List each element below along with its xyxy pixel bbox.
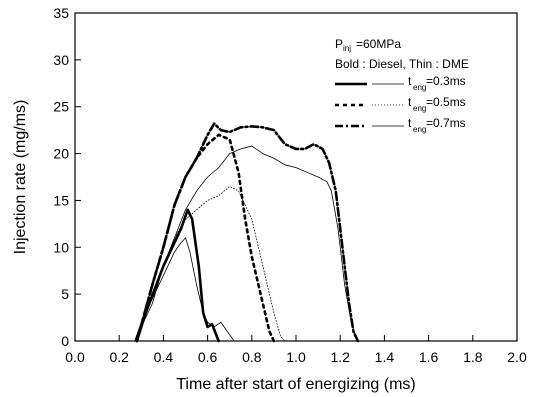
pressure-main-text: P: [335, 37, 343, 51]
y-tick-label: 0: [61, 333, 69, 349]
series-lines: [134, 122, 360, 343]
legend-prefix-0-3: t: [408, 74, 412, 88]
legend-value-0-3: =0.3ms: [426, 74, 466, 88]
x-tick-label: 2.0: [507, 349, 527, 365]
pressure-annotation: P inj =60MPa: [335, 37, 401, 53]
y-tick-label: 30: [53, 52, 69, 68]
y-axis-label: Injection rate (mg/ms): [12, 100, 29, 255]
legend-sub-0-7: eng: [413, 125, 426, 134]
x-tick-label: 1.6: [419, 349, 439, 365]
x-tick-label: 0.4: [154, 349, 174, 365]
x-tick-label: 1.0: [286, 349, 306, 365]
series-line-thin-solid: [134, 237, 235, 342]
legend: t eng =0.3ms t eng =0.5ms t eng =0.7ms: [335, 74, 466, 134]
y-tick-label: 5: [61, 286, 69, 302]
pressure-value-text: =60MPa: [356, 37, 401, 51]
legend-prefix-0-5: t: [408, 95, 412, 109]
x-axis-ticks: 0.0 0.2 0.4 0.6 0.8 1.0 1.2 1.4 1.6 1.8 2.0: [65, 335, 527, 365]
x-axis-label: Time after start of energizing (ms): [176, 376, 415, 393]
legend-prefix-0-7: t: [408, 116, 412, 130]
series-line-bold-dashdot: [135, 122, 360, 343]
legend-value-0-7: =0.7ms: [426, 116, 466, 130]
x-tick-label: 1.4: [375, 349, 395, 365]
fuel-note-text: Bold : Diesel, Thin : DME: [335, 57, 469, 71]
x-tick-label: 0.2: [109, 349, 129, 365]
x-tick-label: 0.8: [242, 349, 262, 365]
series-line-thin-solid-long: [134, 145, 359, 342]
x-tick-label: 0.6: [198, 349, 218, 365]
y-tick-label: 10: [53, 239, 69, 255]
y-tick-label: 25: [53, 99, 69, 115]
pressure-sub-text: inj: [343, 44, 351, 53]
x-tick-label: 0.0: [65, 349, 85, 365]
legend-sub-0-3: eng: [413, 83, 426, 92]
x-tick-label: 1.2: [330, 349, 350, 365]
y-tick-label: 20: [53, 146, 69, 162]
y-tick-label: 15: [53, 192, 69, 208]
x-tick-label: 1.8: [463, 349, 483, 365]
y-tick-label: 35: [53, 5, 69, 21]
legend-sub-0-5: eng: [413, 104, 426, 113]
series-line-bold-dotted: [135, 133, 276, 343]
y-axis-ticks: 0 5 10 15 20 25 30 35: [53, 5, 81, 349]
legend-value-0-5: =0.5ms: [426, 95, 466, 109]
